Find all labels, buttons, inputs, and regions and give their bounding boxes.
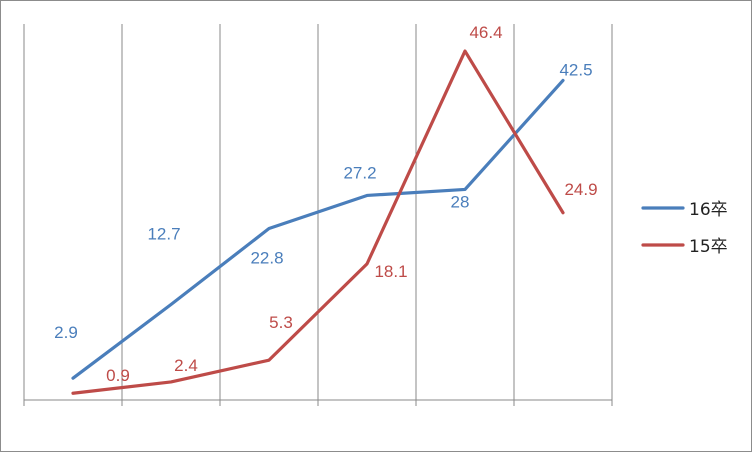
x-axis: [23, 399, 613, 406]
data-label: 2.9: [54, 323, 78, 342]
legend: 16卒 15卒: [641, 200, 728, 257]
data-label: 27.2: [343, 163, 376, 182]
data-label: 22.8: [250, 249, 283, 268]
data-label: 5.3: [269, 313, 293, 332]
grid-lines: [23, 24, 613, 400]
data-label: 2.4: [174, 356, 198, 375]
legend-label-15: 15卒: [689, 237, 728, 257]
data-labels: 2.9 12.7 22.8 27.2 28 42.5 0.9 2.4 5.3 18.1 46.4 24…: [54, 23, 597, 385]
legend-label-16: 16卒: [689, 200, 728, 220]
data-label: 0.9: [106, 366, 130, 385]
data-label: 28: [451, 192, 470, 211]
series-line-16: [71, 78, 565, 380]
data-label: 46.4: [469, 23, 502, 42]
series-line-15: [71, 49, 565, 395]
data-label: 42.5: [559, 60, 592, 79]
data-label: 18.1: [374, 262, 407, 281]
data-label: 24.9: [564, 180, 597, 199]
data-label: 12.7: [147, 224, 180, 243]
series-layer: [71, 49, 565, 395]
